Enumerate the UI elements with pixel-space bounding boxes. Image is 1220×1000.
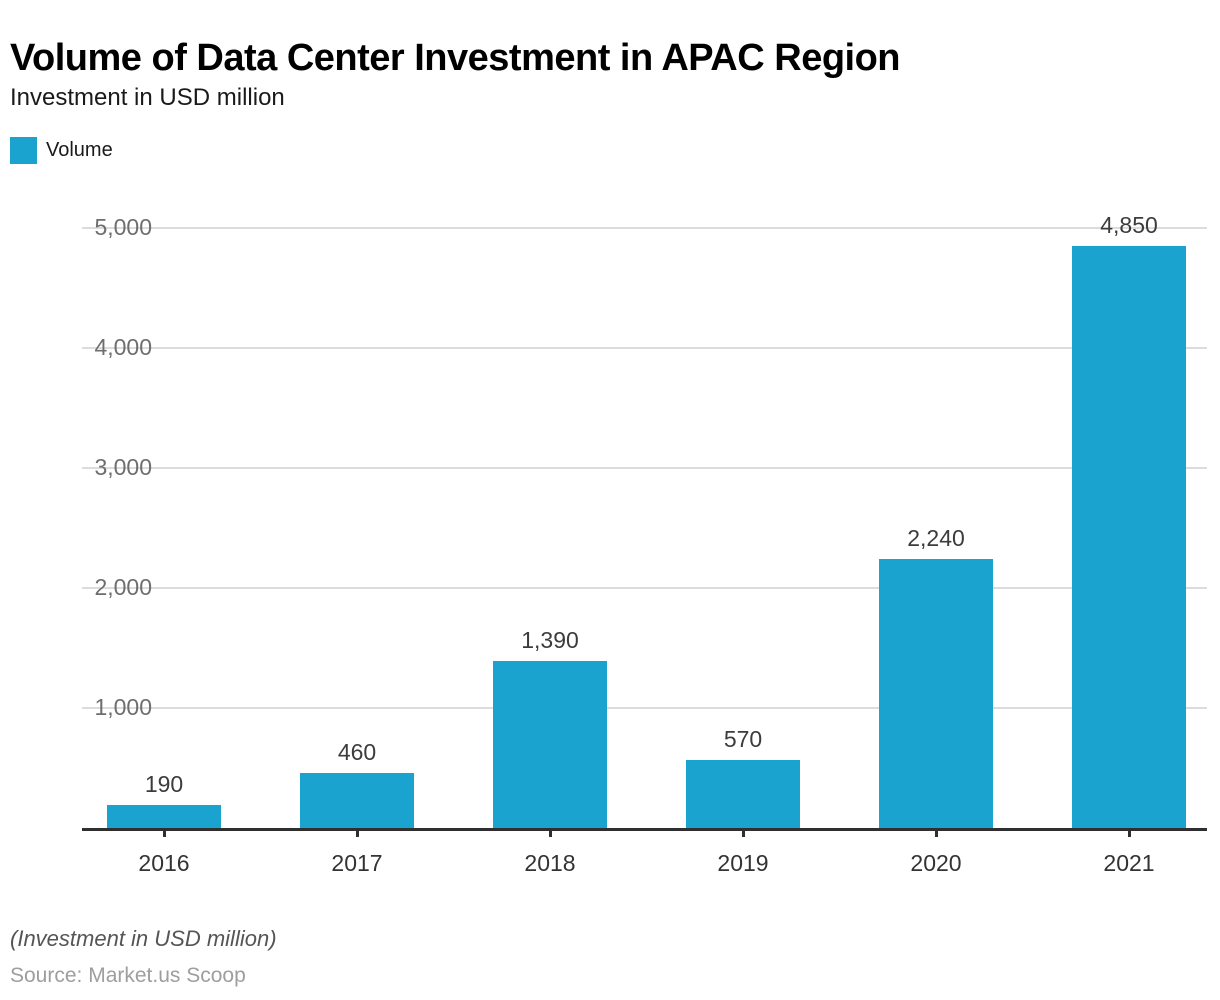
bar-2017 xyxy=(300,773,414,828)
legend-swatch-icon xyxy=(10,137,37,164)
x-axis-label-2017: 2017 xyxy=(331,850,383,876)
legend-label: Volume xyxy=(46,139,113,161)
x-axis-tick xyxy=(163,828,166,837)
bar-value-label: 460 xyxy=(337,739,377,765)
bar-2016 xyxy=(107,805,221,828)
x-axis-tick xyxy=(742,828,745,837)
gridline-5000 xyxy=(82,227,1207,229)
plot-area: 5,000 4,000 3,000 2,000 1,000 190 2016 460 2017 1… xyxy=(82,212,1207,876)
y-axis-tick-label: 2,000 xyxy=(94,574,152,600)
y-axis-tick-label: 5,000 xyxy=(94,214,152,240)
bar-2020 xyxy=(879,559,993,828)
footer-note: (Investment in USD million) xyxy=(10,926,277,951)
y-axis-tick-label: 1,000 xyxy=(94,694,152,720)
chart-subtitle: Investment in USD million xyxy=(10,84,285,111)
bar-value-label: 1,390 xyxy=(521,627,579,653)
legend: Volume xyxy=(10,137,113,164)
x-axis-label-2021: 2021 xyxy=(1103,850,1155,876)
x-axis-label-2018: 2018 xyxy=(524,850,576,876)
bar-value-label: 190 xyxy=(144,771,184,797)
bar-value-label: 570 xyxy=(723,726,763,752)
bar-value-label: 2,240 xyxy=(907,525,965,551)
gridline-4000 xyxy=(82,347,1207,349)
x-axis-tick xyxy=(549,828,552,837)
x-axis-tick xyxy=(356,828,359,837)
x-axis-tick xyxy=(935,828,938,837)
x-axis-label-2016: 2016 xyxy=(138,850,190,876)
x-axis-line xyxy=(82,828,1207,831)
y-axis-tick-label: 4,000 xyxy=(94,334,152,360)
x-axis-label-2020: 2020 xyxy=(910,850,962,876)
bar-2018 xyxy=(493,661,607,828)
gridline-1000 xyxy=(82,707,1207,709)
y-axis-tick-label: 3,000 xyxy=(94,454,152,480)
footer-source: Source: Market.us Scoop xyxy=(10,964,246,987)
page-title: Volume of Data Center Investment in APAC… xyxy=(10,37,901,80)
x-axis-tick xyxy=(1128,828,1131,837)
gridline-3000 xyxy=(82,467,1207,469)
bar-2021 xyxy=(1072,246,1186,828)
bar-2019 xyxy=(686,760,800,828)
gridline-2000 xyxy=(82,587,1207,589)
bar-value-label: 4,850 xyxy=(1100,212,1158,238)
x-axis-label-2019: 2019 xyxy=(717,850,769,876)
